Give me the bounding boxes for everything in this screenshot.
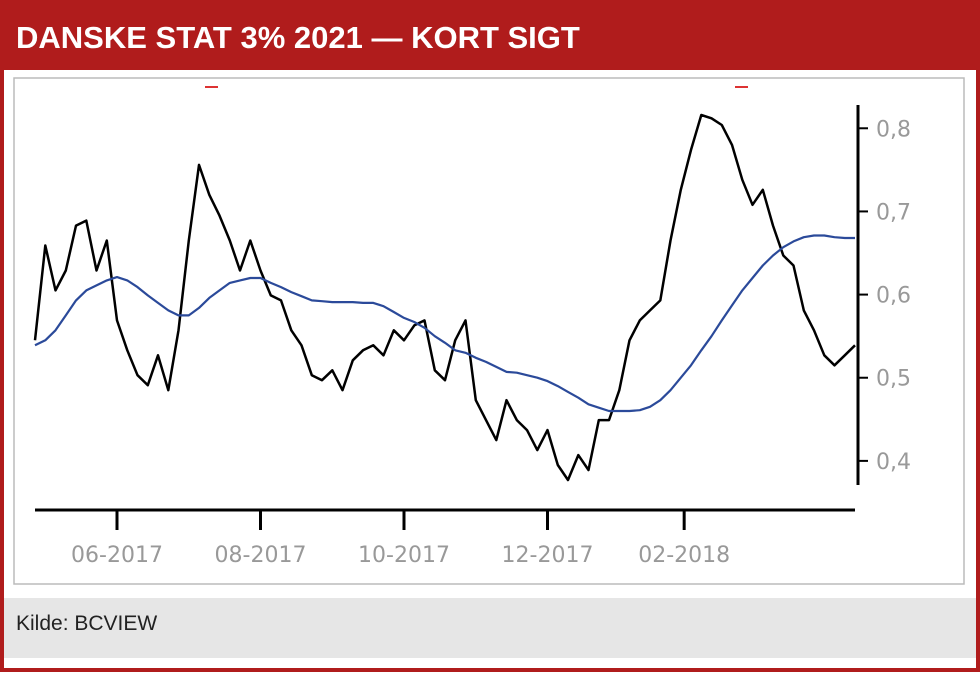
y-tick-label: 0,7 [876,200,911,225]
series-line [34,234,855,413]
x-tick-label: 08-2017 [215,543,307,568]
chart-title: DANSKE STAT 3% 2021 — KORT SIGT [16,20,580,55]
x-tick-label: 06-2017 [71,543,163,568]
x-tick-label: 10-2017 [358,543,450,568]
footer [4,598,976,658]
plot-frame [13,77,965,585]
source: Kilde: BCVIEW [16,612,157,635]
y-tick-label: 0,8 [876,117,911,142]
x-tick-label: 02-2018 [638,543,730,568]
y-tick-label: 0,5 [876,367,911,392]
x-tick-label: 12-2017 [502,543,594,568]
y-tick-label: 0,4 [876,450,911,475]
header [0,0,980,70]
y-tick-label: 0,6 [876,284,911,309]
series-line [33,113,856,482]
